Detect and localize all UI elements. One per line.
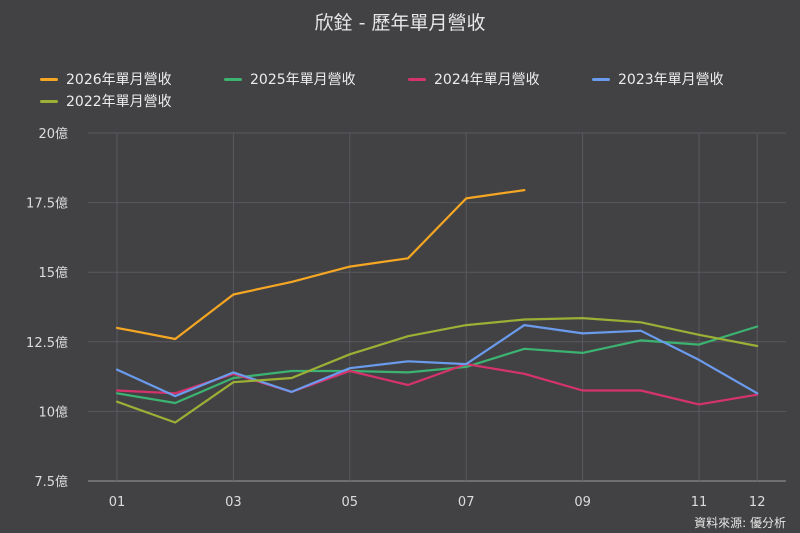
legend-label-2023: 2023年單月營收 (618, 72, 724, 88)
x-tick-label: 11 (691, 495, 708, 510)
legend-swatch-2022 (40, 99, 58, 103)
y-tick-label: 17.5億 (26, 196, 68, 212)
x-tick-label: 09 (574, 495, 591, 510)
y-tick-label: 20億 (38, 126, 68, 142)
y-tick-label: 7.5億 (34, 474, 68, 490)
legend-item-2023[interactable]: 2023年單月營收 (592, 70, 776, 88)
legend-item-2024[interactable]: 2024年單月營收 (408, 70, 592, 88)
x-tick-label: 01 (109, 495, 126, 510)
series-line-3 (115, 324, 759, 398)
legend-label-2024: 2024年單月營收 (434, 72, 540, 88)
chart-legend: 2026年單月營收 2025年單月營收 2024年單月營收 2023年單月營收 … (40, 70, 780, 110)
y-tick-label: 10億 (38, 404, 68, 420)
legend-swatch-2026 (40, 77, 58, 81)
series-line-4 (115, 317, 759, 424)
y-tick-label: 12.5億 (26, 335, 68, 351)
legend-item-2026[interactable]: 2026年單月營收 (40, 70, 224, 88)
x-tick-label: 03 (225, 495, 242, 510)
legend-label-2026: 2026年單月營收 (66, 72, 172, 88)
x-tick-label: 05 (342, 495, 359, 510)
legend-swatch-2025 (224, 77, 242, 81)
x-tick-label: 12 (749, 495, 766, 510)
legend-swatch-2024 (408, 77, 426, 81)
legend-label-2022: 2022年單月營收 (66, 94, 172, 110)
legend-item-2022[interactable]: 2022年單月營收 (40, 92, 224, 110)
series-line-1 (115, 325, 759, 405)
source-note: 資料來源: 優分析 (694, 516, 786, 530)
chart-title: 欣銓 - 歷年單月營收 (314, 12, 486, 34)
series-line-0 (115, 189, 526, 341)
x-tick-label: 07 (458, 495, 475, 510)
legend-item-2025[interactable]: 2025年單月營收 (224, 70, 408, 88)
legend-label-2025: 2025年單月營收 (250, 72, 356, 88)
y-tick-label: 15億 (38, 265, 68, 281)
legend-swatch-2023 (592, 77, 610, 81)
